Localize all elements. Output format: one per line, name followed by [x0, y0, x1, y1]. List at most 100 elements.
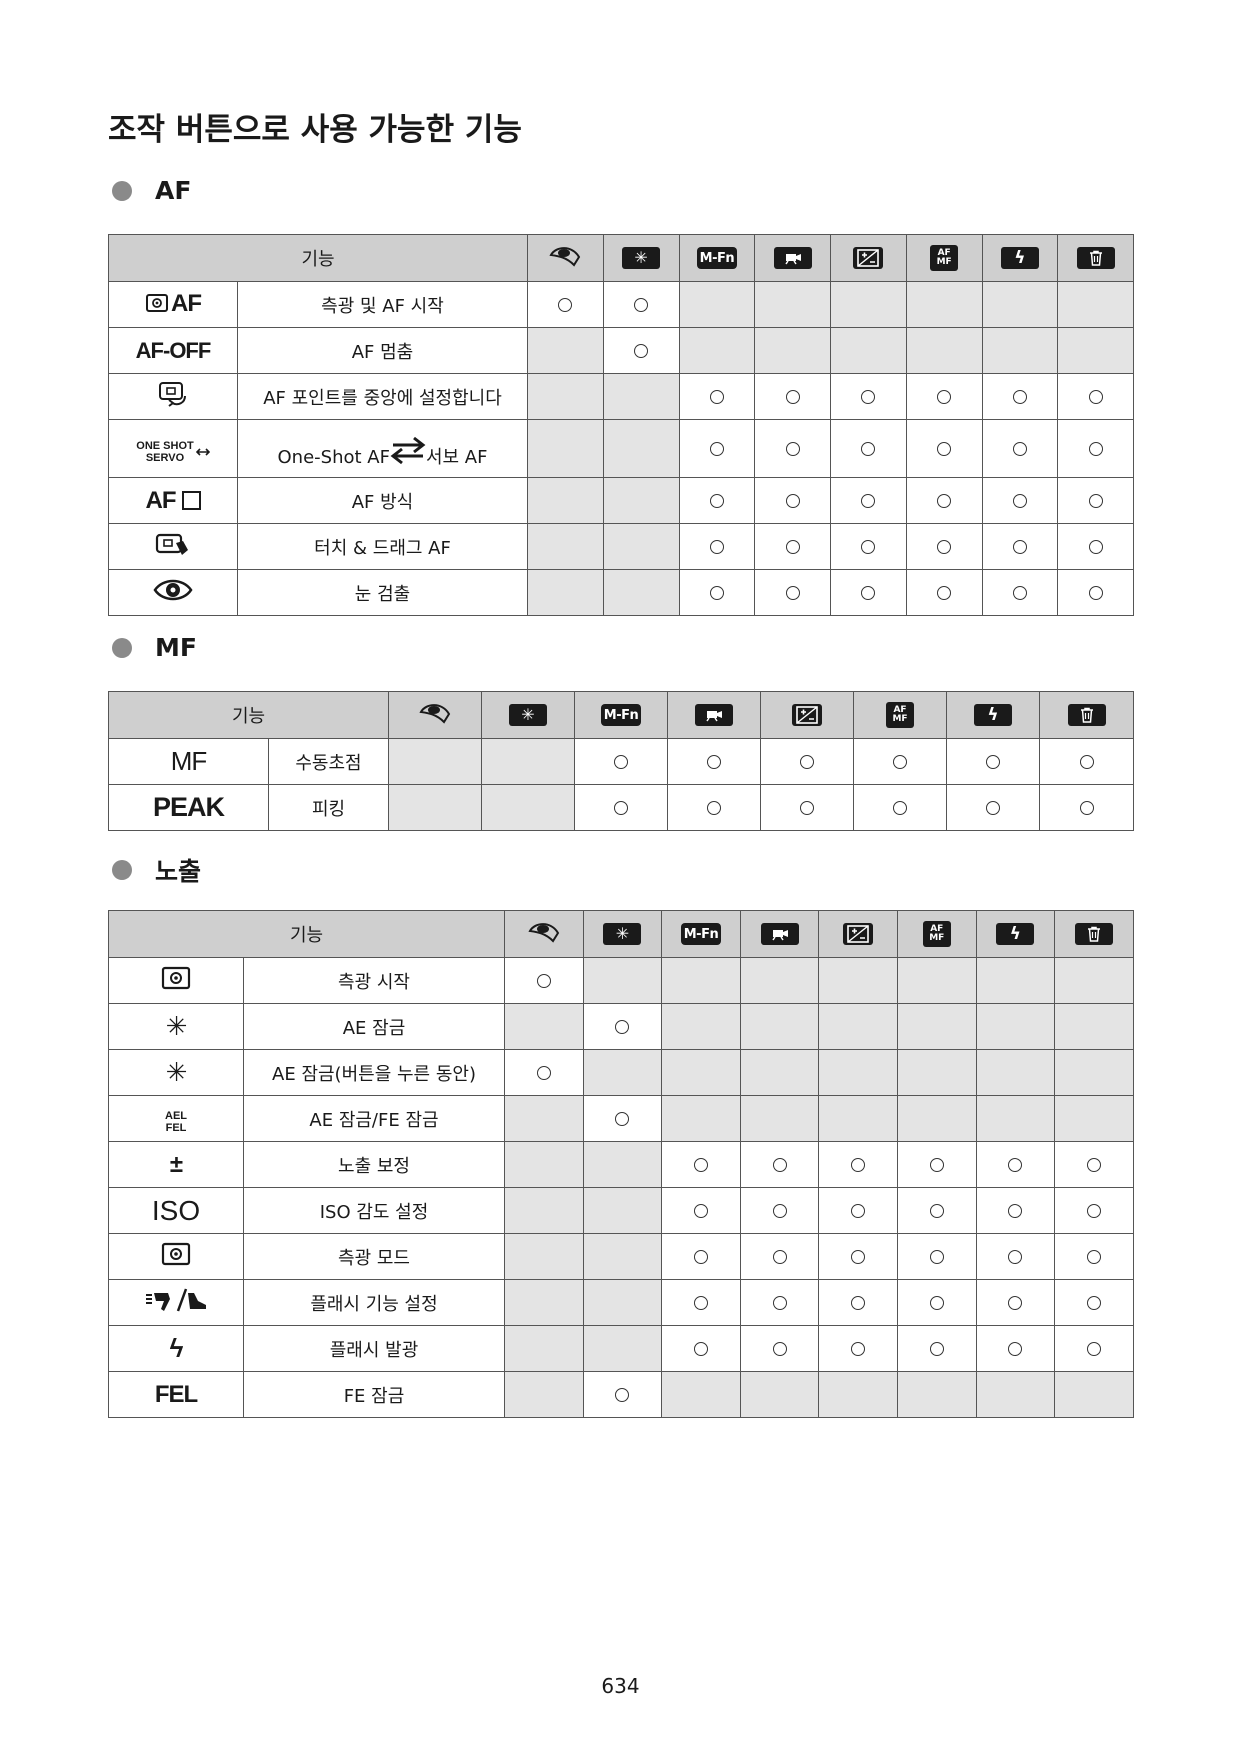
available-circle-icon: [1008, 1158, 1023, 1172]
available-circle-icon: [851, 1296, 866, 1310]
available-circle-icon: [1008, 1250, 1023, 1264]
availability-cell: [481, 738, 575, 785]
available-circle-icon: [937, 540, 952, 554]
page-number: 634: [601, 1674, 640, 1698]
function-label: AE 잠금/FE 잠금: [309, 1109, 439, 1131]
button-column-header: ✳: [602, 234, 680, 282]
button-column-header: [527, 234, 604, 282]
function-label: 측광 및 AF 시작: [321, 295, 444, 317]
available-circle-icon: [929, 1158, 944, 1172]
availability-cell: [896, 1371, 977, 1418]
af-mf-top-text: AF: [937, 248, 951, 258]
function-icon-cell: [108, 957, 244, 1004]
table-header-row: 기능 ✳ M-Fn AF MF ϟ: [108, 691, 1134, 739]
availability-cell: [582, 1187, 663, 1234]
available-circle-icon: [693, 1204, 708, 1218]
availability-cell: [896, 1049, 977, 1096]
availability-cell: [896, 1141, 977, 1188]
icon-text-top: AEL: [165, 1110, 187, 1122]
available-circle-icon: [536, 1066, 551, 1080]
availability-cell: [975, 1233, 1056, 1280]
availability-cell: [388, 738, 482, 785]
available-circle-icon: [634, 344, 649, 358]
available-circle-icon: [693, 1342, 708, 1356]
function-label: ISO 감도 설정: [319, 1201, 429, 1223]
available-circle-icon: [615, 1020, 630, 1034]
button-column-header: [1057, 234, 1134, 282]
availability-cell: [981, 327, 1059, 374]
availability-cell: [975, 1049, 1056, 1096]
function-icon-cell: FEL: [108, 1371, 244, 1418]
function-label-b: 서보 AF: [425, 446, 488, 468]
function-label: 측광 시작: [338, 971, 410, 993]
movie-button-icon: [773, 247, 812, 269]
availability-cell: [582, 1003, 663, 1050]
availability-cell: [582, 1049, 663, 1096]
available-circle-icon: [1087, 1296, 1102, 1310]
available-circle-icon: [772, 1158, 787, 1172]
table-row: ONE SHOT SERVO One-Shot AF 서보 AF: [108, 419, 1134, 478]
ae-lock-hold-icon: ✳: [165, 1057, 188, 1087]
section-heading-af: AF: [112, 176, 191, 205]
availability-cell: [739, 957, 820, 1004]
availability-cell: [1054, 1279, 1134, 1326]
availability-cell: [1057, 373, 1134, 420]
availability-cell: [1057, 419, 1134, 478]
available-circle-icon: [861, 586, 876, 600]
table-row: AF AF 방식: [108, 477, 1134, 524]
availability-cell: [896, 957, 977, 1004]
function-label-cell: AF 방식: [237, 477, 528, 524]
available-circle-icon: [1088, 390, 1103, 404]
available-circle-icon: [709, 540, 724, 554]
function-label-a: One-Shot AF: [277, 446, 390, 468]
availability-cell: [602, 327, 680, 374]
availability-cell: [739, 1233, 820, 1280]
availability-cell: [853, 738, 947, 785]
availability-cell: [1054, 1049, 1134, 1096]
availability-cell: [905, 523, 983, 570]
section-title-exposure: 노출: [155, 857, 202, 886]
one-shot-servo-icon: ONE SHOT SERVO: [136, 440, 210, 464]
available-circle-icon: [1088, 494, 1103, 508]
available-circle-icon: [709, 442, 724, 456]
availability-cell: [527, 327, 604, 374]
availability-cell: [739, 1279, 820, 1326]
available-circle-icon: [785, 442, 800, 456]
table-row: FEL FE 잠금: [108, 1371, 1134, 1418]
availability-cell: [661, 957, 741, 1004]
available-circle-icon: [614, 755, 628, 769]
available-circle-icon: [1088, 540, 1103, 554]
available-circle-icon: [709, 494, 724, 508]
available-circle-icon: [986, 801, 1000, 815]
available-circle-icon: [772, 1204, 787, 1218]
shutter-half-press-icon: [527, 922, 561, 950]
availability-cell: [504, 1279, 584, 1326]
af-mf-switch-icon: AF MF: [930, 245, 959, 271]
availability-cell: [1054, 1141, 1134, 1188]
function-icon-cell: ISO: [108, 1187, 244, 1234]
exposure-function-table: 기능 ✳ M-Fn AF MF ϟ 측광 시작 ✳ AE 잠금 ✳ AE 잠금(버튼을 누른 동…: [108, 910, 1134, 1418]
table-row: AEL FEL AE 잠금/FE 잠금: [108, 1095, 1134, 1142]
availability-cell: [678, 419, 756, 478]
function-icon-cell: AEL FEL: [108, 1095, 244, 1142]
function-icon-cell: ✳: [108, 1003, 244, 1050]
availability-cell: [818, 1325, 898, 1372]
available-circle-icon: [851, 1158, 866, 1172]
bullet-icon: [112, 860, 132, 880]
availability-cell: [754, 477, 831, 524]
button-column-header: AF MF: [853, 691, 947, 739]
function-label-cell: 측광 시작: [243, 957, 505, 1004]
available-circle-icon: [986, 755, 1000, 769]
af-mf-top-text: AF: [930, 924, 944, 934]
availability-cell: [582, 957, 663, 1004]
availability-cell: [896, 1325, 977, 1372]
function-label: AE 잠금(버튼을 누른 동안): [272, 1063, 476, 1085]
exposure-comp-icon: [843, 923, 874, 945]
availability-cell: [582, 1095, 663, 1142]
availability-cell: [981, 569, 1059, 616]
availability-cell: [975, 1095, 1056, 1142]
function-label-cell: One-Shot AF 서보 AF: [237, 419, 528, 478]
button-column-header: [739, 910, 820, 958]
availability-cell: [667, 784, 761, 831]
function-label: 피킹: [311, 798, 346, 820]
